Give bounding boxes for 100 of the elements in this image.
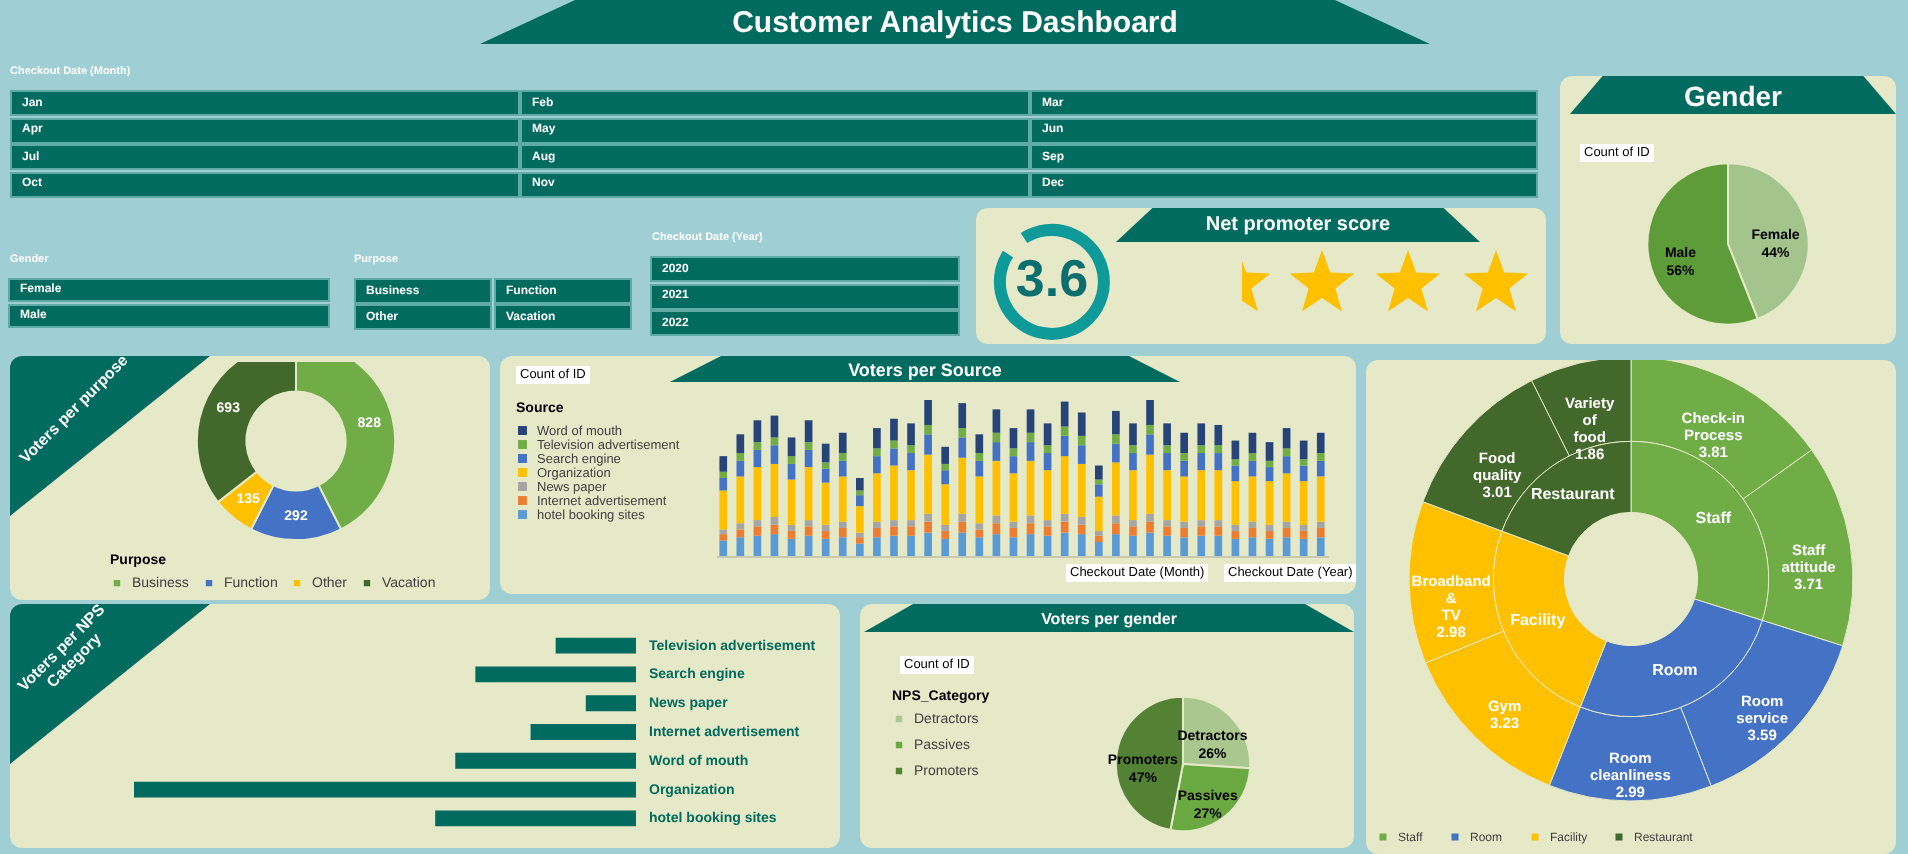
bar — [890, 448, 898, 466]
bar — [1009, 428, 1018, 449]
bar — [992, 534, 1001, 556]
bar — [855, 543, 864, 556]
bar — [1214, 526, 1223, 536]
bar — [736, 523, 745, 530]
bar — [1248, 537, 1257, 556]
bar — [1231, 538, 1240, 556]
bar — [1282, 537, 1291, 556]
bar — [1077, 524, 1086, 535]
bar — [821, 524, 830, 532]
bar — [890, 535, 898, 556]
bar — [821, 468, 830, 483]
bar — [1009, 537, 1018, 556]
bar — [585, 695, 636, 712]
bar — [975, 434, 984, 454]
bar — [924, 532, 932, 556]
bar — [1026, 534, 1035, 556]
bar — [907, 453, 915, 471]
bar — [1282, 456, 1291, 474]
bar — [1094, 535, 1103, 542]
bar — [1129, 423, 1137, 446]
bar — [975, 476, 984, 524]
bar — [1299, 524, 1308, 532]
bar — [1060, 532, 1069, 556]
bar — [1146, 424, 1154, 435]
bar — [1112, 462, 1120, 516]
bar — [475, 666, 636, 683]
bar — [753, 467, 762, 521]
bar — [958, 457, 967, 514]
bar — [1009, 448, 1018, 457]
bar — [838, 460, 847, 477]
bar — [1197, 453, 1206, 471]
bar — [1060, 521, 1069, 533]
bar — [1316, 453, 1325, 461]
bar — [1112, 410, 1120, 435]
text: Facility — [1510, 610, 1566, 629]
bar — [1060, 426, 1069, 436]
bar — [1112, 434, 1120, 444]
bar — [1163, 520, 1171, 527]
bar — [992, 442, 1001, 461]
bar — [736, 476, 745, 524]
bar — [1265, 442, 1274, 461]
bar — [1231, 481, 1240, 525]
bar — [873, 537, 881, 556]
title-banner: Customer Analytics Dashboard — [480, 0, 1430, 44]
bar — [1129, 445, 1137, 454]
bar — [1077, 435, 1086, 446]
bar — [992, 460, 1001, 516]
bar — [975, 523, 984, 530]
bar — [555, 637, 636, 654]
bar — [1282, 473, 1291, 522]
bar — [804, 467, 813, 521]
bar — [1180, 476, 1189, 522]
bar — [992, 515, 1001, 524]
bar — [753, 526, 762, 536]
bar — [873, 527, 881, 538]
bar — [1197, 520, 1206, 527]
bar — [1163, 423, 1171, 446]
bar — [719, 540, 728, 556]
bar — [1316, 527, 1325, 538]
bar — [838, 537, 847, 556]
bar — [1214, 445, 1223, 454]
bar — [1146, 513, 1154, 522]
bar — [1299, 531, 1308, 539]
bar — [1248, 476, 1257, 522]
bar — [1265, 531, 1274, 539]
bar — [890, 520, 898, 527]
text: Staff — [1695, 508, 1732, 527]
bar — [1146, 454, 1154, 514]
bar — [975, 453, 984, 461]
bar — [838, 527, 847, 538]
text: Restaurant — [1530, 485, 1615, 504]
bar — [1180, 521, 1189, 528]
bar — [873, 473, 881, 522]
bar — [1265, 481, 1274, 525]
bar — [890, 526, 898, 536]
bar — [1129, 520, 1137, 527]
bar — [1112, 534, 1120, 556]
bar — [1077, 517, 1086, 525]
bar — [753, 535, 762, 556]
bar — [924, 434, 932, 455]
bar — [719, 529, 728, 535]
bar — [1146, 434, 1154, 455]
bar — [941, 463, 950, 471]
bar — [941, 470, 950, 485]
title-banner: Net promoter score — [1116, 208, 1480, 242]
bar — [958, 521, 967, 533]
bar — [1146, 521, 1154, 533]
bar — [530, 724, 636, 740]
bar — [787, 456, 796, 464]
bar — [855, 506, 864, 533]
bar — [873, 448, 881, 457]
bar — [719, 478, 728, 491]
bar — [1026, 515, 1035, 524]
bar — [1214, 424, 1223, 446]
bar — [958, 437, 967, 458]
bar — [1077, 412, 1086, 436]
bar — [804, 526, 813, 536]
bar — [719, 490, 728, 530]
